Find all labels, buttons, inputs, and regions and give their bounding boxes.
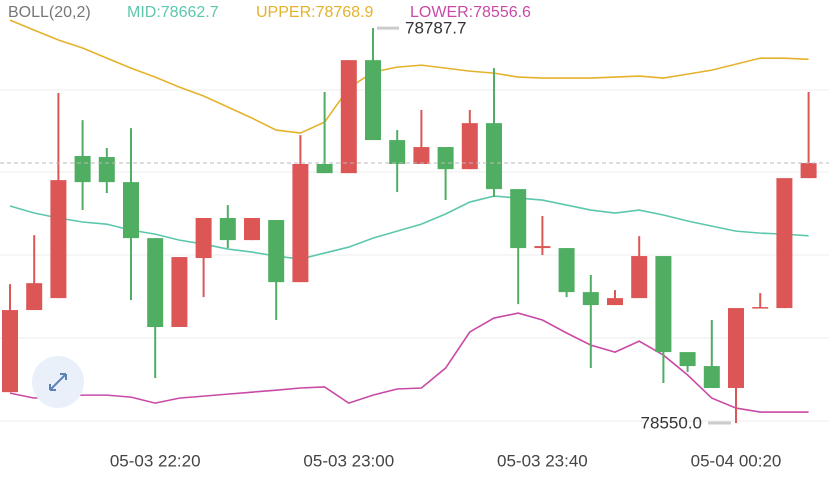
candle-body	[171, 257, 188, 328]
candle-body	[98, 157, 115, 183]
candle-body	[510, 189, 527, 249]
candle-body	[292, 164, 309, 283]
candle-body	[219, 218, 236, 241]
candle-body	[123, 182, 139, 239]
indicator-label: BOLL(20,2)	[8, 4, 91, 21]
x-tick-label: 05-03 23:00	[303, 451, 394, 470]
candle-body	[340, 60, 357, 174]
candle-body	[703, 366, 720, 388]
grid	[0, 89, 829, 422]
candle-body	[631, 256, 648, 299]
legend: BOLL(20,2) MID:78662.7 UPPER:78768.9 LOWER…	[8, 4, 531, 21]
candle-body	[389, 140, 406, 165]
candle-body	[50, 180, 67, 299]
candle-body	[582, 292, 599, 306]
legend-entry: MID:78662.7	[127, 4, 219, 21]
expand-icon[interactable]	[49, 373, 67, 391]
plot	[0, 19, 829, 424]
x-tick-label: 05-04 00:20	[691, 451, 782, 470]
candle-body	[316, 164, 333, 174]
candle-body	[800, 163, 817, 179]
expand-button[interactable]	[32, 356, 84, 408]
candle-body	[147, 238, 164, 328]
candle-body	[728, 308, 744, 388]
candle-body	[2, 310, 18, 393]
candle-body	[607, 298, 623, 306]
band-line	[9, 19, 809, 134]
candle-body	[195, 218, 212, 259]
x-tick-label: 05-03 23:40	[497, 451, 588, 470]
candle-body	[655, 256, 672, 353]
candle-body	[776, 178, 793, 309]
candle-body	[268, 220, 285, 283]
candle-body	[437, 147, 454, 170]
candle-body	[752, 307, 769, 309]
candle-body	[534, 246, 551, 249]
legend-entry: LOWER:78556.6	[410, 4, 531, 21]
band-line	[9, 195, 809, 260]
candle-body	[365, 60, 381, 141]
max-label: 78787.7	[405, 19, 466, 38]
candle-body	[413, 147, 430, 165]
candle-body	[74, 156, 91, 183]
candle-body	[486, 123, 502, 190]
candle-body	[461, 123, 478, 170]
min-label: 78550.0	[641, 414, 702, 433]
candle-body	[679, 352, 696, 367]
candle-body	[244, 218, 260, 241]
candle-body	[26, 283, 43, 311]
legend-entry: UPPER:78768.9	[256, 4, 374, 21]
band-line	[9, 312, 809, 413]
candle-body	[558, 248, 575, 293]
x-tick-label: 05-03 22:20	[110, 451, 201, 470]
